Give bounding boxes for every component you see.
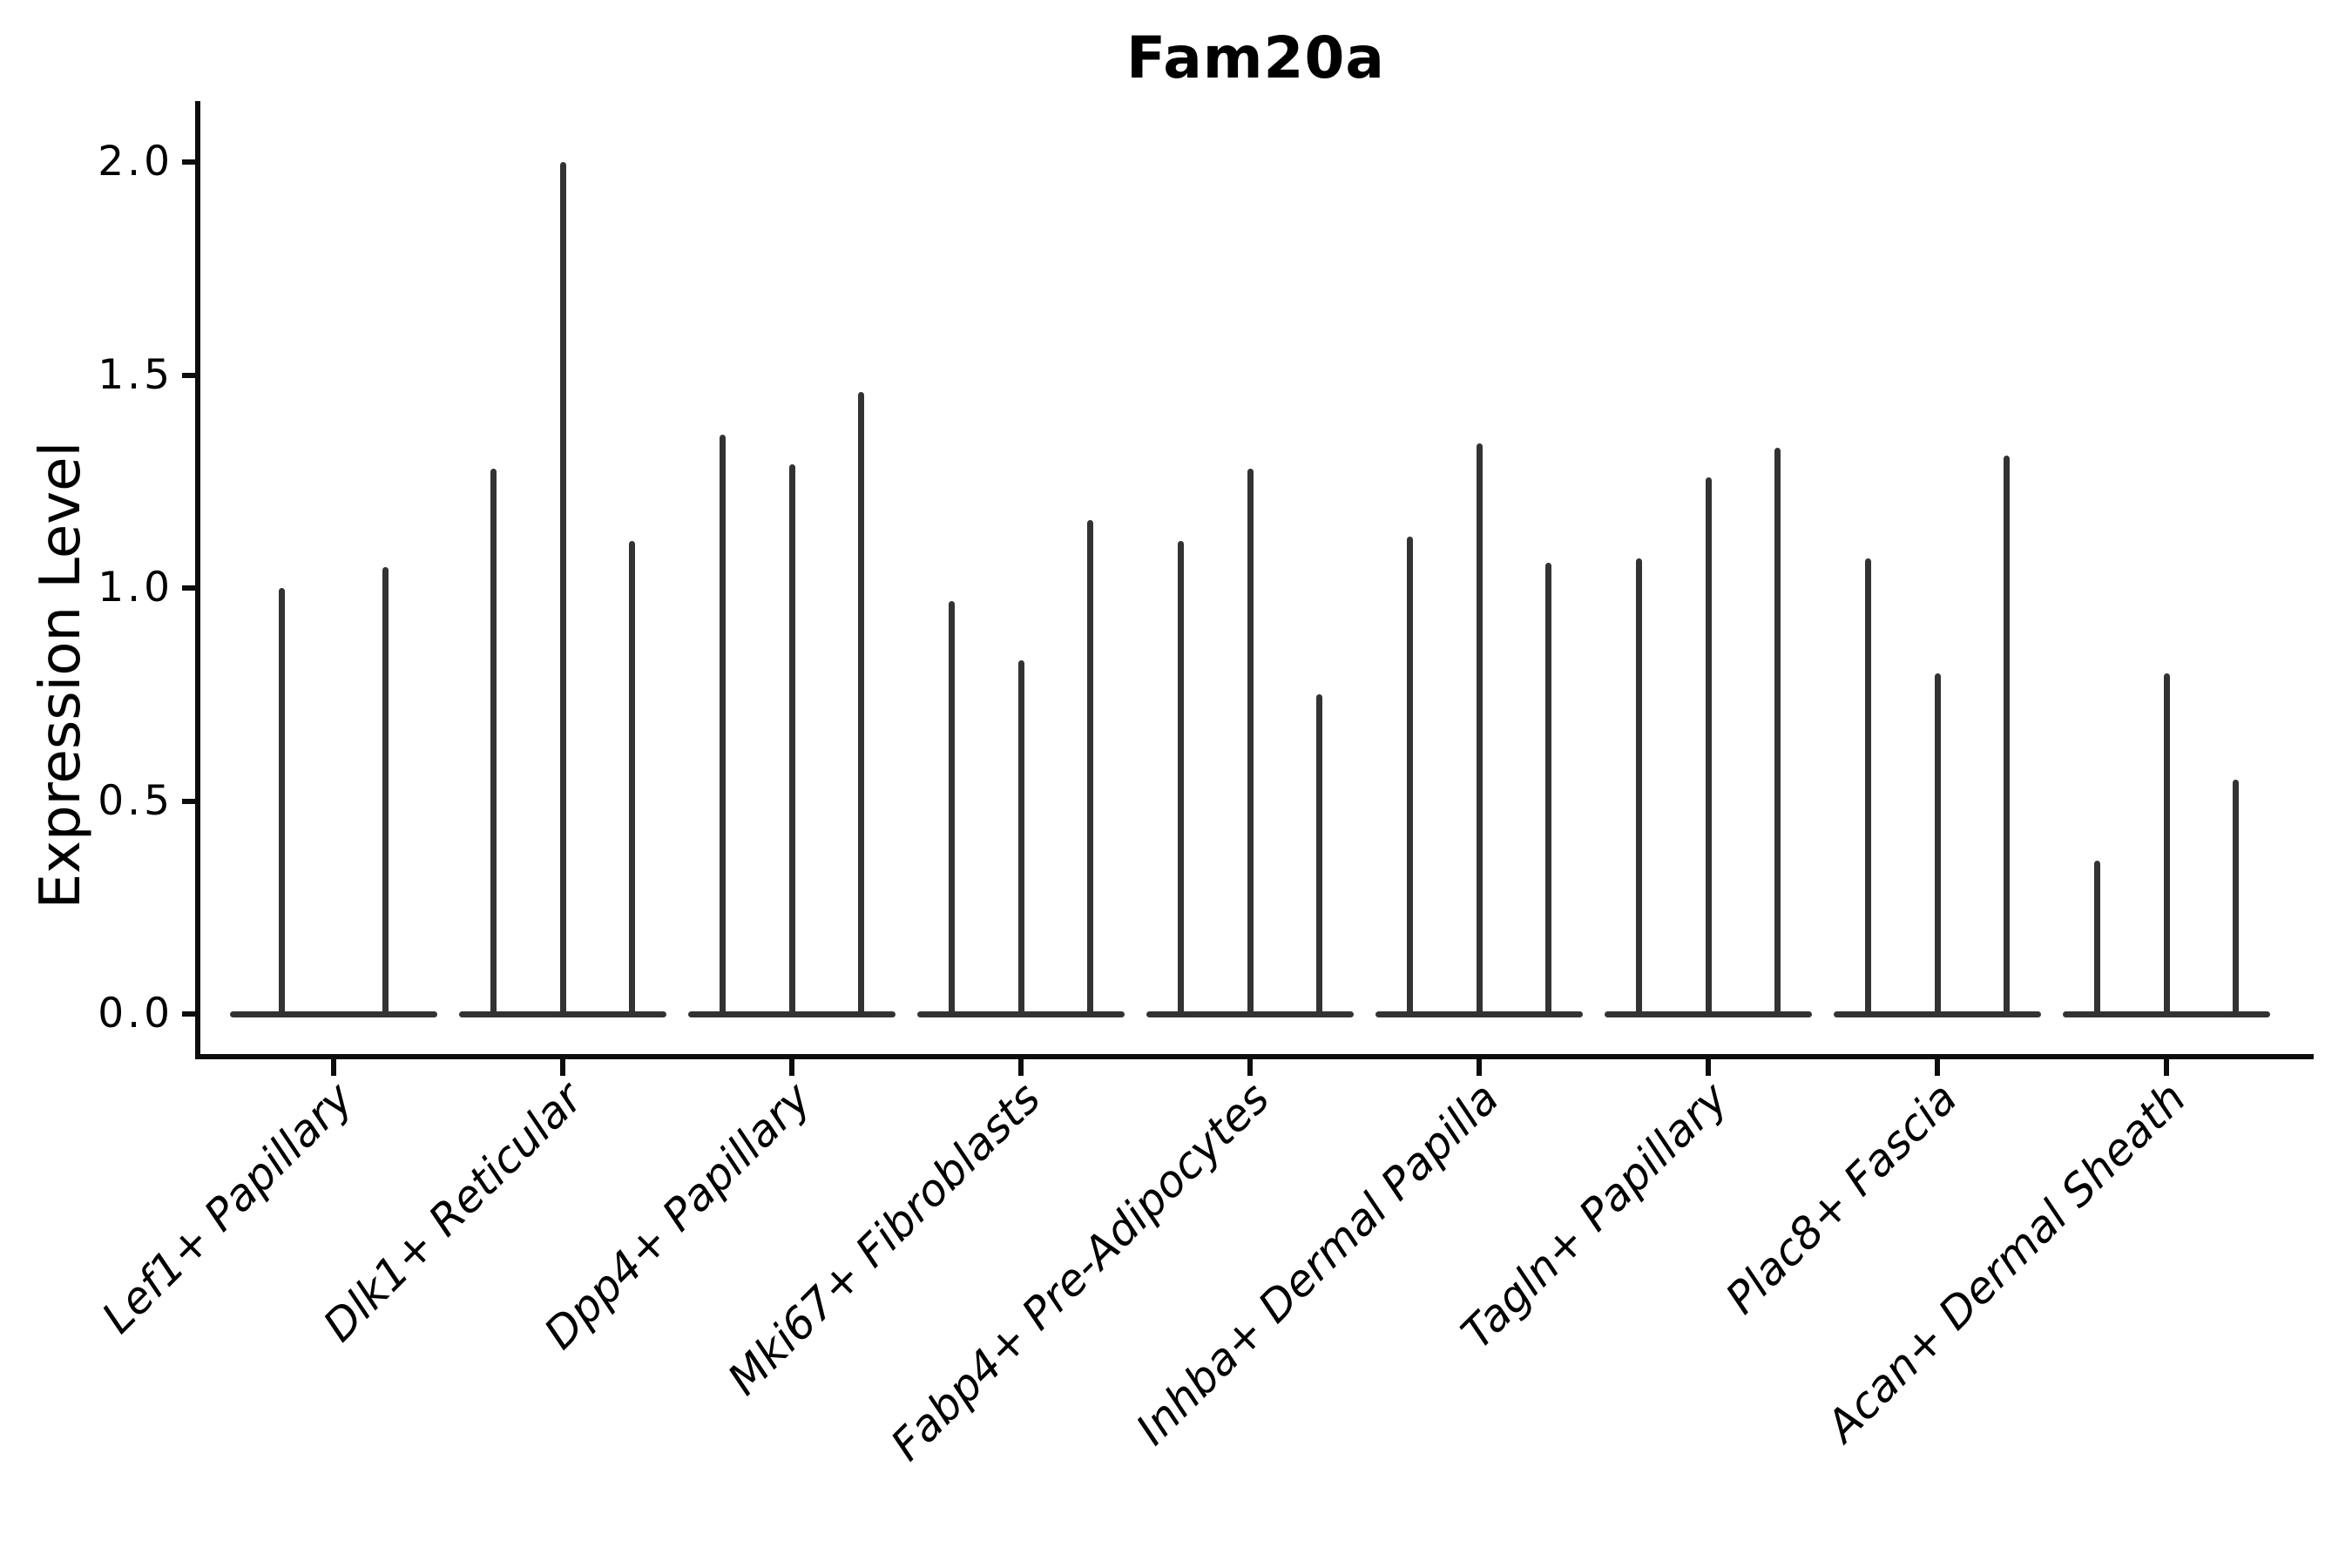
violin-base [459,1011,666,1017]
x-tick-label: Lef1+ Papillary [92,1072,363,1343]
violin-spike [720,434,727,1014]
violin-spike [1476,443,1483,1014]
violin-spike [1934,672,1941,1014]
x-tick-label: Fabp4+ Pre-Adipocytes [881,1072,1280,1471]
violin-spike [1865,558,1872,1014]
x-tick-mark [1018,1059,1024,1076]
x-tick-mark [331,1059,336,1076]
violin-spike [382,566,389,1014]
violin-spike [2003,456,2010,1014]
chart-title: Fam20a [1126,24,1385,91]
y-tick-label: 1.0 [98,564,173,612]
violin-base [1375,1011,1583,1017]
violin-base [1605,1011,1812,1017]
violin-spike [279,588,285,1014]
y-tick-mark [182,1011,198,1017]
violin-base [1146,1011,1354,1017]
y-tick-mark [182,798,198,804]
violin-spike [490,469,497,1014]
x-tick-mark [1935,1059,1940,1076]
violin-spike [949,600,956,1014]
y-tick-mark [182,372,198,378]
x-tick-mark [2164,1059,2169,1076]
violin-spike [1247,469,1254,1014]
x-tick-label: Plac8+ Fascia [1715,1072,1967,1324]
y-axis-label: Expression Level [29,441,93,909]
violin-spike [1636,558,1643,1014]
violin-spike [2094,860,2101,1014]
violin-spike [1017,660,1024,1014]
x-axis-spine [195,1054,2314,1059]
violin-spike [1086,519,1093,1014]
violin-spike [788,464,795,1014]
violin-spike [1178,541,1185,1014]
violin-base [230,1011,437,1017]
y-tick-mark [182,159,198,165]
y-tick-mark [182,585,198,591]
y-tick-label: 0.0 [98,990,173,1037]
x-tick-mark [1706,1059,1711,1076]
violin-spike [1774,447,1781,1014]
violin-spike [857,392,864,1014]
violin-spike [628,541,635,1014]
violin-base [1834,1011,2041,1017]
x-tick-mark [1247,1059,1253,1076]
y-tick-label: 2.0 [98,138,173,186]
violin-spike [1407,537,1414,1014]
x-tick-mark [789,1059,794,1076]
violin-base [2063,1011,2270,1017]
violin-base [917,1011,1125,1017]
x-tick-mark [560,1059,565,1076]
y-tick-label: 1.5 [98,350,173,399]
violin-base [688,1011,896,1017]
violin-spike [1705,476,1712,1014]
y-axis-spine [195,101,200,1059]
violin-spike [1544,562,1551,1014]
violin-spike [2163,672,2170,1014]
y-tick-label: 0.5 [98,776,173,825]
violin-spike [2232,780,2239,1014]
violin-spike [559,162,566,1014]
x-tick-mark [1477,1059,1482,1076]
violin-spike [1315,694,1322,1014]
